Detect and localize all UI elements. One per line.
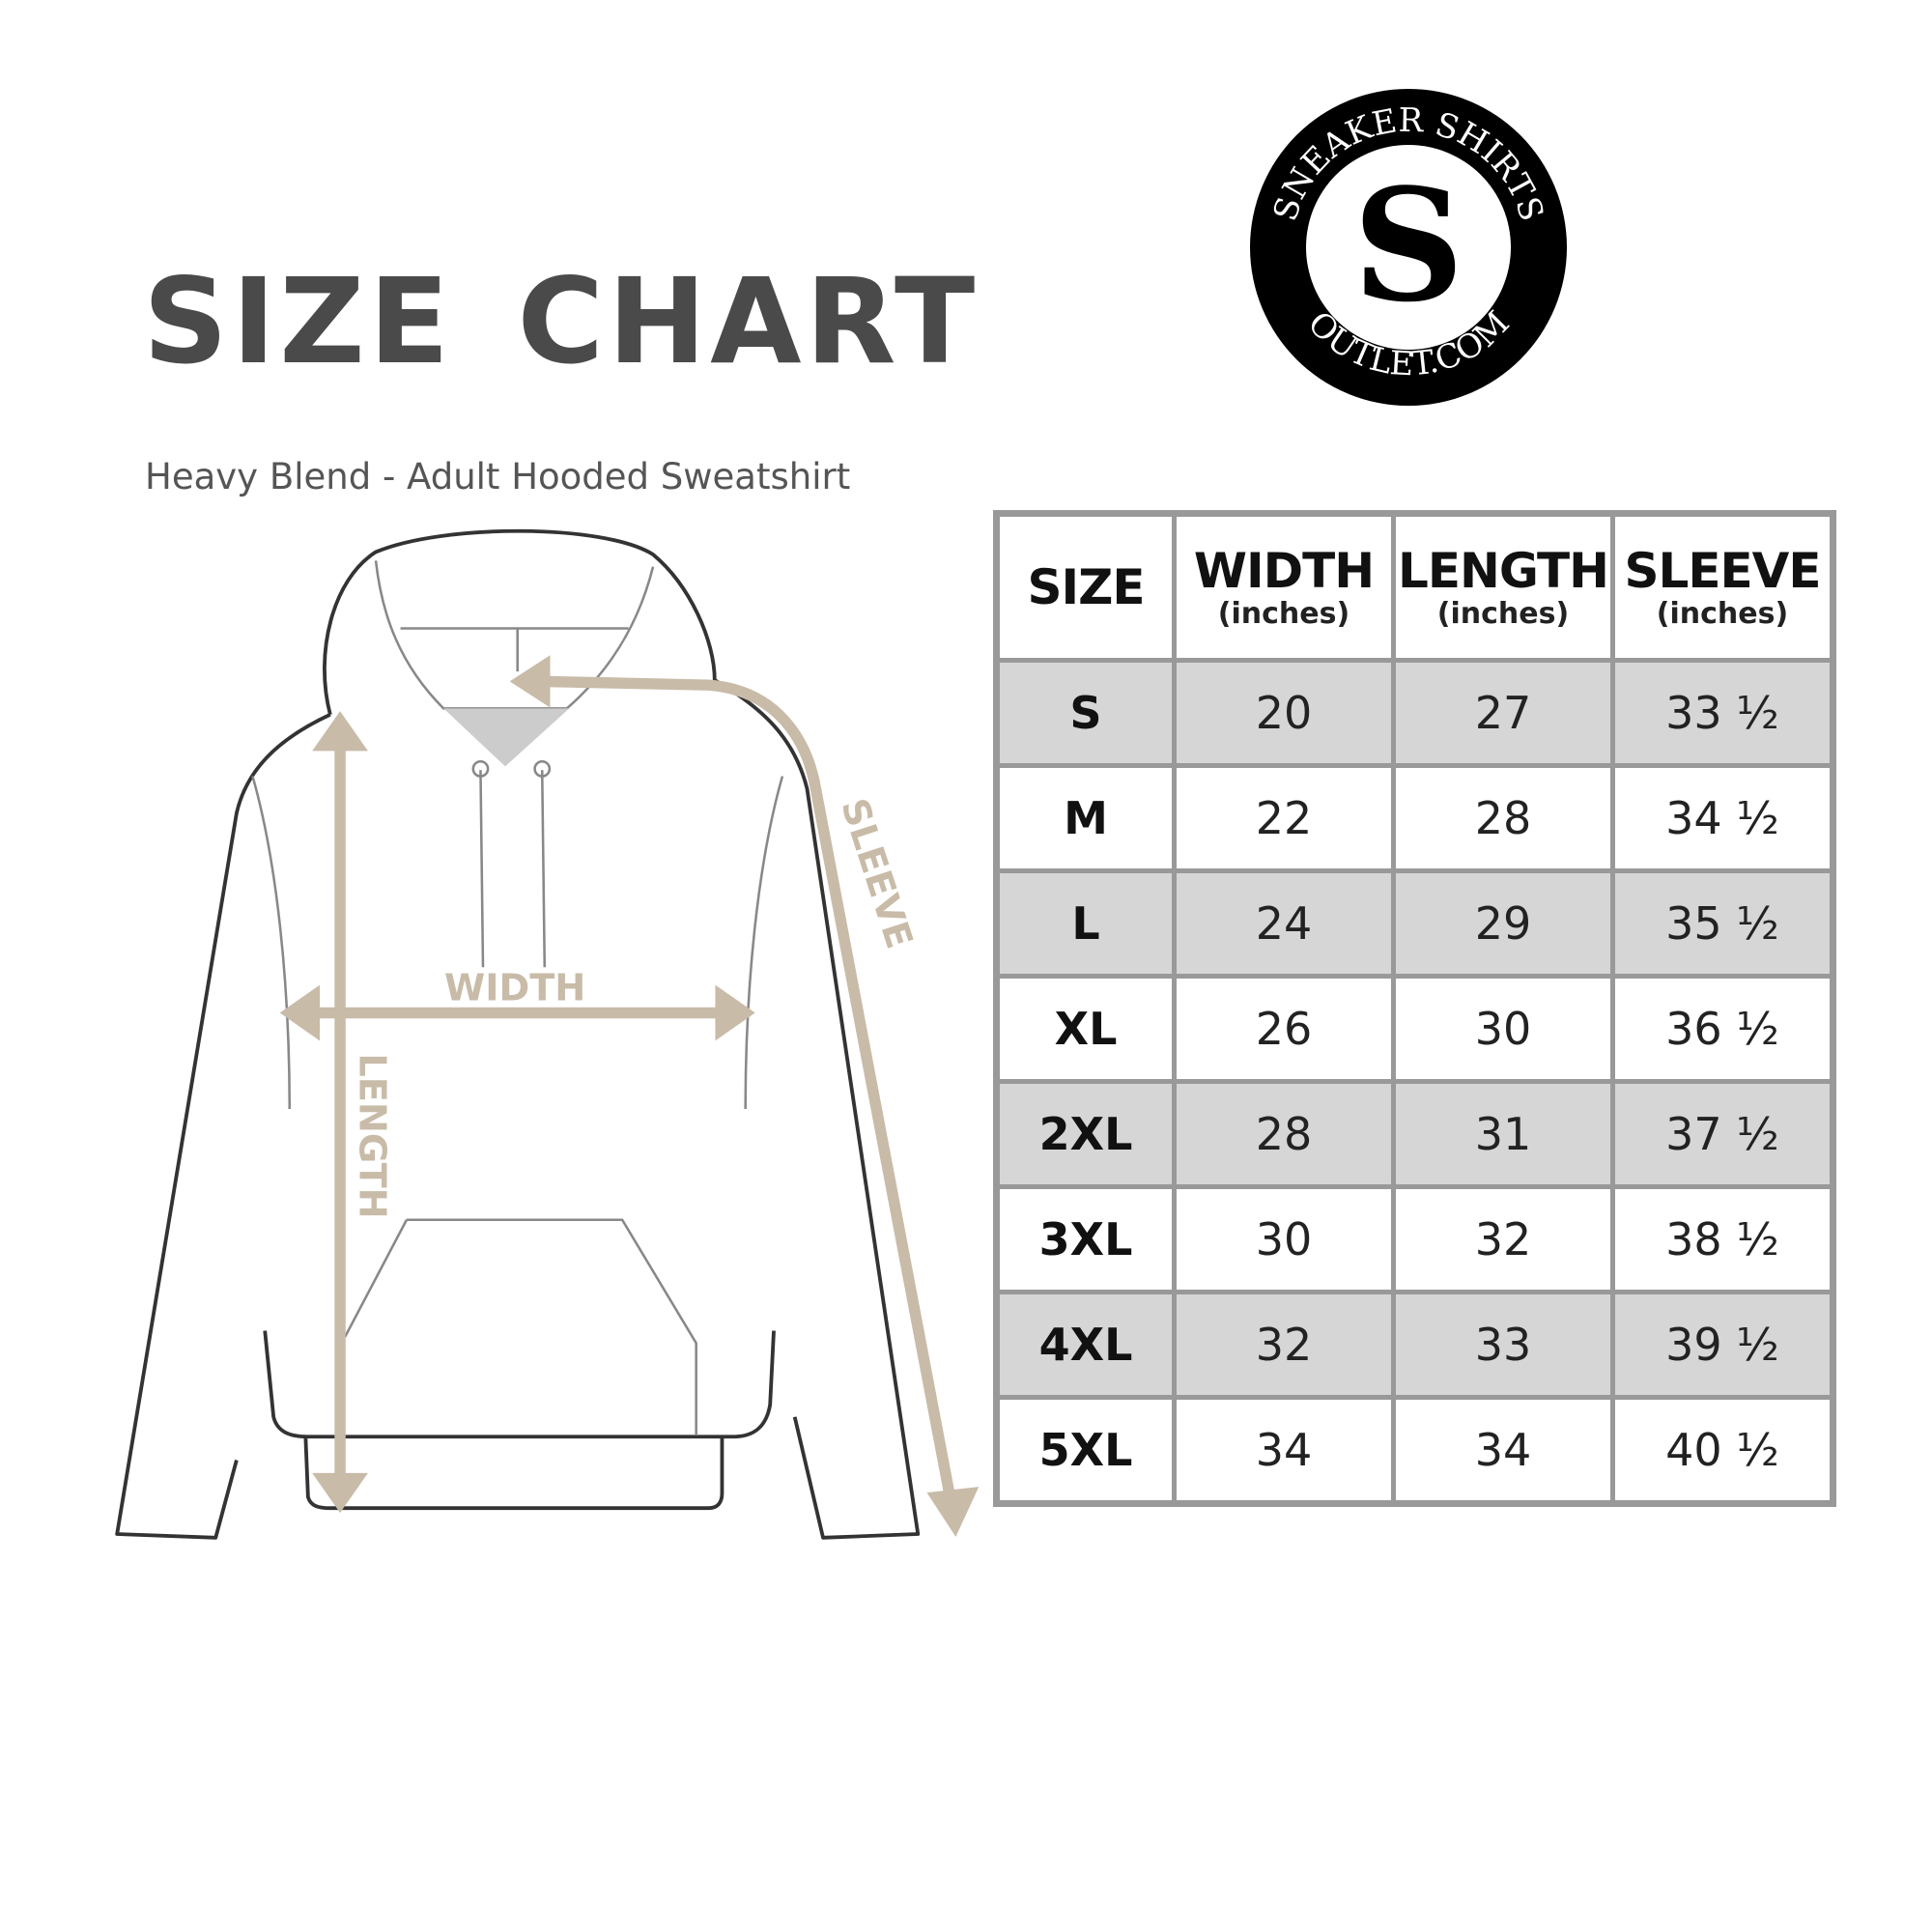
cell-size: XL <box>994 974 1177 1084</box>
table-header-row: SIZE WIDTH (inches) LENGTH (inches) SLEEVE… <box>994 511 1835 663</box>
width-arrow-left-head <box>279 984 320 1041</box>
cell-sleeve: 38 ½ <box>1610 1184 1835 1294</box>
column-header-width: WIDTH (inches) <box>1172 511 1396 663</box>
cell-sleeve: 36 ½ <box>1610 974 1835 1084</box>
cell-size: M <box>994 763 1177 873</box>
hoodie-details <box>251 560 784 1435</box>
column-header-length: LENGTH (inches) <box>1391 511 1615 663</box>
cell-length: 28 <box>1391 763 1615 873</box>
cell-width: 26 <box>1172 974 1396 1084</box>
cell-length: 34 <box>1391 1395 1615 1506</box>
length-arrow-bottom-head <box>312 1472 368 1514</box>
table-row: 3XL 30 32 38 ½ <box>994 1184 1835 1294</box>
cell-size: L <box>994 868 1177 979</box>
cell-length: 29 <box>1391 868 1615 979</box>
cell-sleeve: 35 ½ <box>1610 868 1835 979</box>
cell-length: 30 <box>1391 974 1615 1084</box>
hood-lining <box>443 708 570 767</box>
table-row: 2XL 28 31 37 ½ <box>994 1079 1835 1189</box>
table-row: 5XL 34 34 40 ½ <box>994 1395 1835 1506</box>
cell-width: 28 <box>1172 1079 1396 1189</box>
cell-width: 30 <box>1172 1184 1396 1294</box>
table-row: L 24 29 35 ½ <box>994 868 1835 979</box>
cell-sleeve: 39 ½ <box>1610 1290 1835 1400</box>
table-row: XL 26 30 36 ½ <box>994 974 1835 1084</box>
sleeve-arrow-bottom-head <box>926 1487 980 1537</box>
column-header-size: SIZE <box>994 511 1177 663</box>
table-row: 4XL 32 33 39 ½ <box>994 1290 1835 1400</box>
cell-sleeve: 33 ½ <box>1610 658 1835 768</box>
cell-width: 24 <box>1172 868 1396 979</box>
page-title: SIZE CHART <box>143 253 980 390</box>
cell-length: 33 <box>1391 1290 1615 1400</box>
cell-size: 3XL <box>994 1184 1177 1294</box>
width-label: WIDTH <box>444 967 585 1010</box>
width-arrow-right-head <box>715 984 755 1041</box>
cell-size: 5XL <box>994 1395 1177 1506</box>
cell-width: 20 <box>1172 658 1396 768</box>
column-header-sleeve: SLEEVE (inches) <box>1610 511 1835 663</box>
brand-logo: SNEAKER SHIRTS OUTLET.COM S <box>1250 89 1567 406</box>
cell-sleeve: 37 ½ <box>1610 1079 1835 1189</box>
product-subtitle: Heavy Blend - Adult Hooded Sweatshirt <box>145 456 851 497</box>
cell-width: 34 <box>1172 1395 1396 1506</box>
cell-sleeve: 40 ½ <box>1610 1395 1835 1506</box>
cell-length: 32 <box>1391 1184 1615 1294</box>
cell-length: 27 <box>1391 658 1615 768</box>
sleeve-arrow <box>533 675 957 1509</box>
cell-sleeve: 34 ½ <box>1610 763 1835 873</box>
cell-width: 22 <box>1172 763 1396 873</box>
cell-size: S <box>994 658 1177 768</box>
table-row: S 20 27 33 ½ <box>994 658 1835 768</box>
cell-size: 4XL <box>994 1290 1177 1400</box>
length-label: LENGTH <box>350 1053 393 1218</box>
cell-length: 31 <box>1391 1079 1615 1189</box>
table-row: M 22 28 34 ½ <box>994 763 1835 873</box>
cell-size: 2XL <box>994 1079 1177 1189</box>
length-arrow-top-head <box>312 711 368 752</box>
sleeve-arrow-top-head <box>509 655 551 708</box>
cell-width: 32 <box>1172 1290 1396 1400</box>
size-table: SIZE WIDTH (inches) LENGTH (inches) SLEEVE… <box>993 510 1836 1507</box>
measure-arrows <box>279 655 980 1537</box>
logo-monogram: S <box>1352 155 1464 336</box>
